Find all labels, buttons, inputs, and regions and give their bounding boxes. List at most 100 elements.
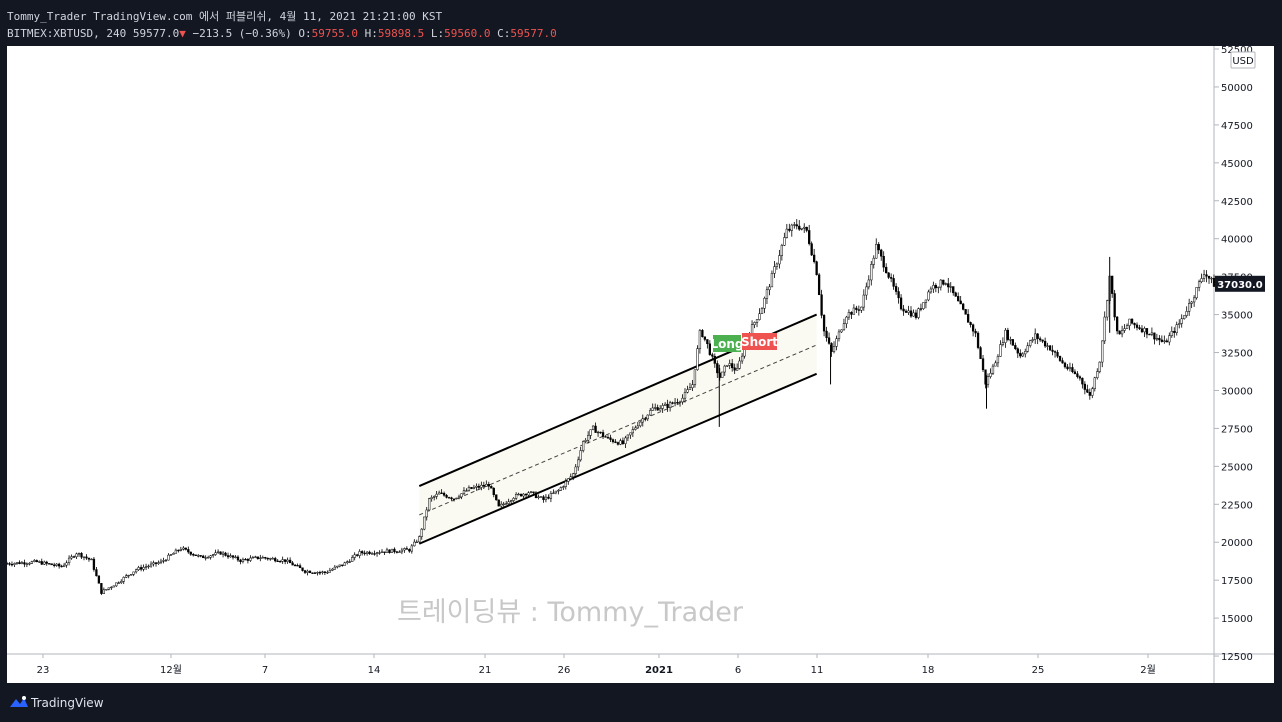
- candle: [611, 438, 615, 444]
- candle: [405, 546, 408, 550]
- candle: [907, 305, 910, 315]
- low-label: L:: [430, 27, 445, 40]
- candle: [904, 309, 908, 313]
- candle: [331, 567, 334, 572]
- brand-label: TradingView: [31, 696, 104, 710]
- candle: [286, 557, 289, 564]
- candle: [634, 425, 637, 431]
- candle: [428, 497, 431, 512]
- candle: [1093, 376, 1096, 392]
- candle: [450, 496, 453, 501]
- candle: [803, 223, 806, 233]
- candle: [95, 567, 98, 577]
- candle: [1178, 319, 1181, 329]
- candle: [880, 248, 883, 261]
- candle: [393, 547, 396, 554]
- candle: [703, 336, 707, 342]
- chart-frame[interactable]: 5250050000475004500042500400003750035000…: [7, 46, 1274, 683]
- candle: [842, 318, 846, 331]
- currency-badge: USD: [1230, 51, 1256, 69]
- candle: [1205, 270, 1208, 283]
- candle: [1180, 314, 1183, 328]
- candle: [962, 302, 965, 311]
- candle: [472, 484, 476, 490]
- candle: [512, 497, 515, 503]
- candle: [914, 309, 918, 320]
- candle: [1103, 311, 1106, 344]
- candle: [495, 494, 498, 501]
- candle: [383, 551, 386, 556]
- candle: [274, 556, 277, 563]
- candle: [500, 501, 503, 510]
- candle: [974, 328, 977, 338]
- candle: [569, 473, 572, 481]
- candle: [264, 556, 267, 560]
- candle: [1195, 287, 1198, 300]
- candle: [510, 499, 513, 505]
- candle: [276, 559, 279, 563]
- candle: [154, 562, 158, 567]
- candle: [167, 553, 170, 561]
- candle: [157, 560, 160, 565]
- candle: [892, 274, 895, 290]
- candle: [1029, 339, 1032, 348]
- y-tick-label: 52500: [1221, 46, 1253, 56]
- candle: [1048, 344, 1052, 351]
- candle: [564, 478, 567, 490]
- watermark-text: 트레이딩뷰 : Tommy_Trader: [397, 597, 744, 628]
- candle: [216, 549, 220, 554]
- price-axis[interactable]: 5250050000475004500042500400003750035000…: [1214, 46, 1253, 663]
- candle: [502, 501, 505, 507]
- candle: [18, 560, 21, 565]
- candle: [75, 552, 78, 559]
- symbol-ohlc-line: BITMEX:XBTUSD, 240 59577.0▼ −213.5 (−0.3…: [7, 27, 557, 40]
- candle: [117, 581, 120, 585]
- candle: [1071, 363, 1074, 374]
- candle: [48, 563, 51, 565]
- candle: [934, 283, 937, 293]
- candle: [430, 495, 433, 502]
- candle: [207, 555, 210, 559]
- price-chart[interactable]: 5250050000475004500042500400003750035000…: [7, 46, 1274, 683]
- candle: [683, 388, 687, 403]
- time-axis[interactable]: 23 12월 7 14 21 26 2021 6 11 18 25 2월: [37, 654, 1156, 676]
- candle: [701, 329, 704, 338]
- candle: [1111, 275, 1114, 298]
- symbol-interval[interactable]: BITMEX:XBTUSD, 240: [7, 27, 127, 40]
- channel-mid-line[interactable]: [419, 344, 817, 516]
- candle: [1133, 322, 1136, 329]
- candle: [194, 554, 197, 556]
- candle: [827, 332, 831, 345]
- candle: [1021, 352, 1024, 358]
- candle: [728, 359, 731, 370]
- candle: [256, 556, 259, 560]
- candle: [532, 491, 535, 496]
- candle: [45, 560, 48, 566]
- x-tick-label: 25: [1032, 665, 1045, 676]
- channel-lower-line[interactable]: [418, 372, 818, 545]
- candle: [601, 429, 605, 439]
- candle: [783, 232, 786, 247]
- candle: [616, 441, 620, 446]
- candle: [723, 364, 726, 376]
- candle: [738, 357, 741, 370]
- candle: [557, 488, 560, 495]
- candle: [398, 550, 401, 553]
- candle: [577, 456, 580, 471]
- candle: [1046, 342, 1049, 351]
- candle: [380, 549, 384, 553]
- candle: [937, 286, 940, 294]
- candle: [298, 563, 302, 569]
- candle: [390, 548, 394, 553]
- candle: [586, 431, 590, 444]
- candle: [97, 575, 101, 584]
- y-tick-label: 32500: [1221, 349, 1253, 360]
- candle: [1197, 279, 1201, 292]
- candle: [1014, 342, 1017, 351]
- candle: [373, 550, 376, 556]
- candle: [991, 363, 995, 376]
- candle: [579, 446, 582, 462]
- candle: [187, 546, 190, 554]
- candle: [559, 486, 562, 491]
- low-value: 59560.0: [444, 27, 491, 40]
